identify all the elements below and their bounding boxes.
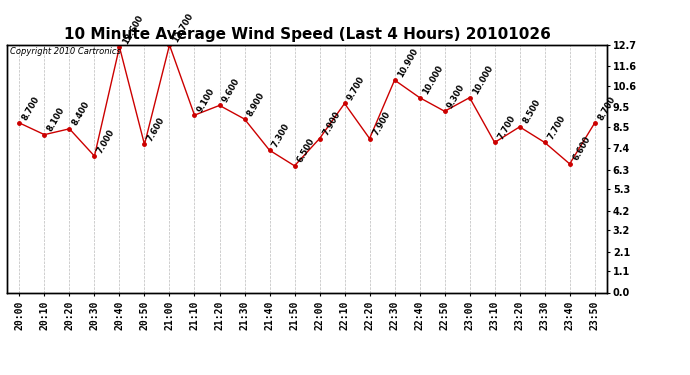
Text: 6.600: 6.600	[571, 135, 592, 162]
Text: 8.100: 8.100	[46, 106, 67, 133]
Text: 7.700: 7.700	[496, 114, 517, 141]
Text: 7.700: 7.700	[546, 114, 567, 141]
Text: 7.900: 7.900	[371, 110, 392, 137]
Text: 9.700: 9.700	[346, 75, 367, 102]
Text: 12.700: 12.700	[171, 11, 195, 44]
Text: 7.900: 7.900	[321, 110, 342, 137]
Text: 9.300: 9.300	[446, 82, 467, 110]
Text: 9.100: 9.100	[196, 86, 217, 114]
Text: 6.500: 6.500	[296, 137, 317, 165]
Text: 8.700: 8.700	[596, 94, 617, 122]
Text: 8.700: 8.700	[21, 94, 41, 122]
Text: 8.400: 8.400	[71, 100, 92, 128]
Text: Copyright 2010 Cartronics: Copyright 2010 Cartronics	[10, 48, 121, 57]
Text: 10.900: 10.900	[396, 46, 420, 79]
Text: 12.600: 12.600	[121, 13, 145, 45]
Text: 8.500: 8.500	[521, 98, 542, 126]
Text: 10.000: 10.000	[471, 64, 495, 96]
Text: 9.600: 9.600	[221, 76, 242, 104]
Text: 7.300: 7.300	[271, 122, 292, 149]
Text: 10.000: 10.000	[421, 64, 445, 96]
Text: 7.000: 7.000	[96, 128, 117, 155]
Text: 7.600: 7.600	[146, 116, 167, 143]
Title: 10 Minute Average Wind Speed (Last 4 Hours) 20101026: 10 Minute Average Wind Speed (Last 4 Hou…	[63, 27, 551, 42]
Text: 8.900: 8.900	[246, 90, 267, 118]
